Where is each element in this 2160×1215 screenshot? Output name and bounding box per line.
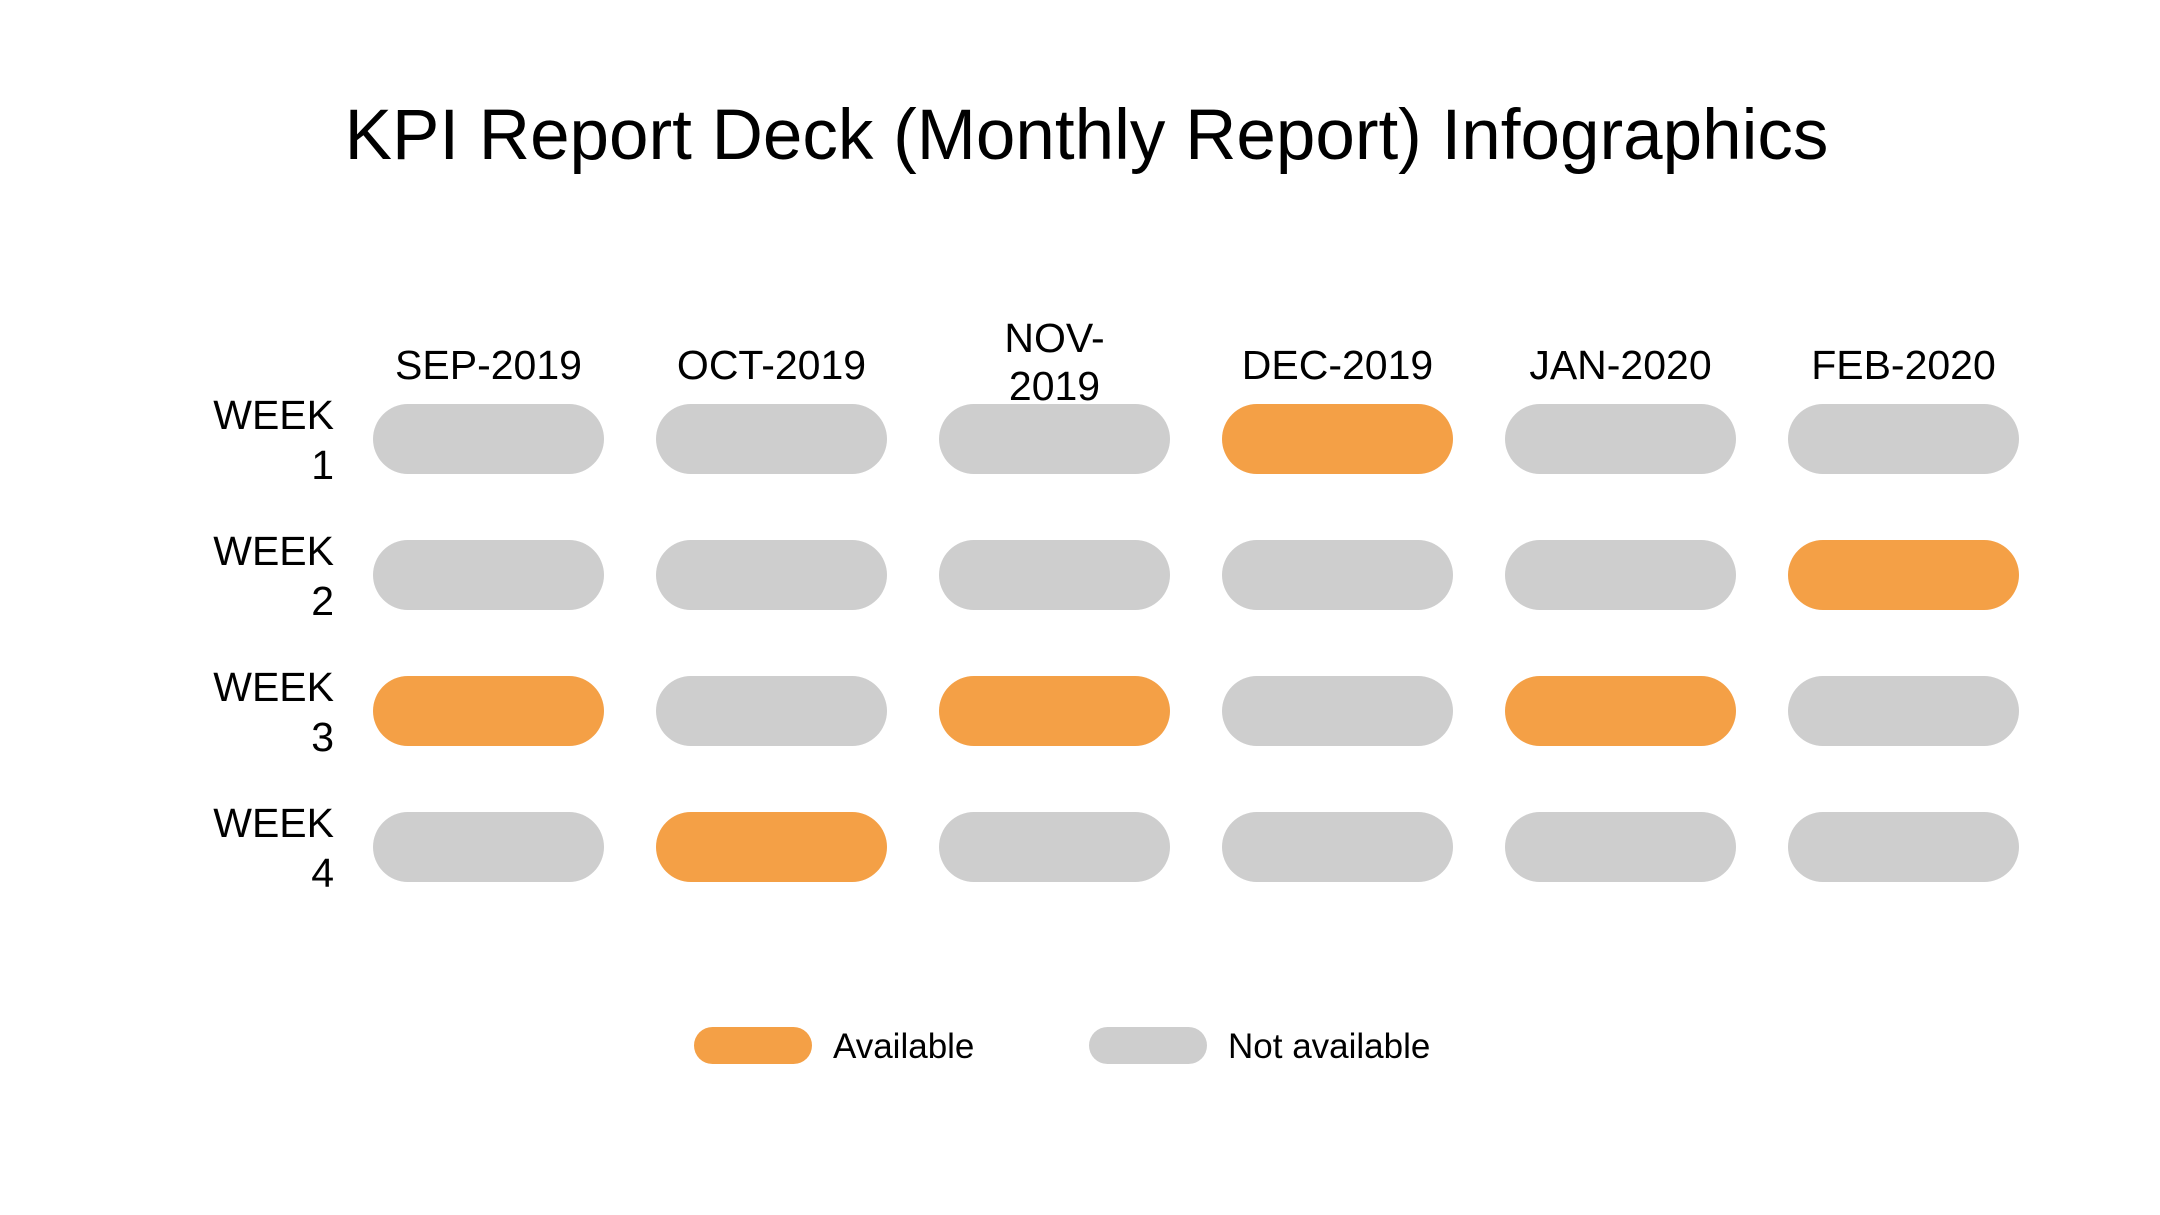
label-line: JAN-2020 (1529, 342, 1712, 388)
label-line: WEEK (213, 800, 334, 846)
month-label-dec-2019: DEC-2019 (1222, 341, 1453, 390)
label-line: 2019 (1008, 363, 1101, 409)
label-line: 4 (311, 850, 334, 896)
cell-oct-2019-week-1-not-available (656, 404, 887, 474)
cell-feb-2020-week-3-not-available (1788, 676, 2019, 746)
week-label-2: WEEK 2 (170, 526, 334, 626)
cell-sep-2019-week-1-not-available (373, 404, 604, 474)
cell-dec-2019-week-4-not-available (1222, 812, 1453, 882)
legend-label-available: Available (833, 1027, 975, 1066)
month-label-jan-2020: JAN-2020 (1505, 341, 1736, 390)
cell-nov-2019-week-4-not-available (939, 812, 1170, 882)
cell-dec-2019-week-1-available (1222, 404, 1453, 474)
cell-sep-2019-week-2-not-available (373, 540, 604, 610)
label-line: WEEK (213, 392, 334, 438)
legend-label-not-available: Not available (1228, 1027, 1431, 1066)
cell-feb-2020-week-4-not-available (1788, 812, 2019, 882)
week-label-3: WEEK 3 (170, 662, 334, 762)
label-line: OCT-2019 (676, 342, 867, 388)
cell-sep-2019-week-3-available (373, 676, 604, 746)
legend-swatch-not-available (1089, 1027, 1207, 1064)
page-title: KPI Report Deck (Monthly Report) Infogra… (344, 96, 1829, 175)
label-line: DEC-2019 (1241, 342, 1434, 388)
month-label-sep-2019: SEP-2019 (373, 341, 604, 390)
cell-jan-2020-week-1-not-available (1505, 404, 1736, 474)
week-label-4: WEEK 4 (170, 798, 334, 898)
label-line: WEEK (213, 528, 334, 574)
label-line: 3 (311, 714, 334, 760)
cell-feb-2020-week-2-available (1788, 540, 2019, 610)
cell-oct-2019-week-4-available (656, 812, 887, 882)
week-label-1: WEEK 1 (170, 390, 334, 490)
cell-nov-2019-week-2-not-available (939, 540, 1170, 610)
label-line: FEB-2020 (1811, 342, 1996, 388)
cell-jan-2020-week-2-not-available (1505, 540, 1736, 610)
label-line: NOV- (1004, 315, 1105, 361)
legend-swatch-available (694, 1027, 812, 1064)
cell-oct-2019-week-3-not-available (656, 676, 887, 746)
cell-nov-2019-week-1-not-available (939, 404, 1170, 474)
label-line: SEP-2019 (395, 342, 582, 388)
cell-jan-2020-week-4-not-available (1505, 812, 1736, 882)
cell-dec-2019-week-3-not-available (1222, 676, 1453, 746)
cell-sep-2019-week-4-not-available (373, 812, 604, 882)
label-line: 2 (311, 578, 334, 624)
label-line: WEEK (213, 664, 334, 710)
cell-dec-2019-week-2-not-available (1222, 540, 1453, 610)
month-label-oct-2019: OCT-2019 (656, 341, 887, 390)
label-line: 1 (311, 442, 334, 488)
cell-oct-2019-week-2-not-available (656, 540, 887, 610)
cell-feb-2020-week-1-not-available (1788, 404, 2019, 474)
month-label-feb-2020: FEB-2020 (1788, 341, 2019, 390)
cell-jan-2020-week-3-available (1505, 676, 1736, 746)
cell-nov-2019-week-3-available (939, 676, 1170, 746)
month-label-nov-2019: NOV- 2019 (939, 314, 1170, 410)
